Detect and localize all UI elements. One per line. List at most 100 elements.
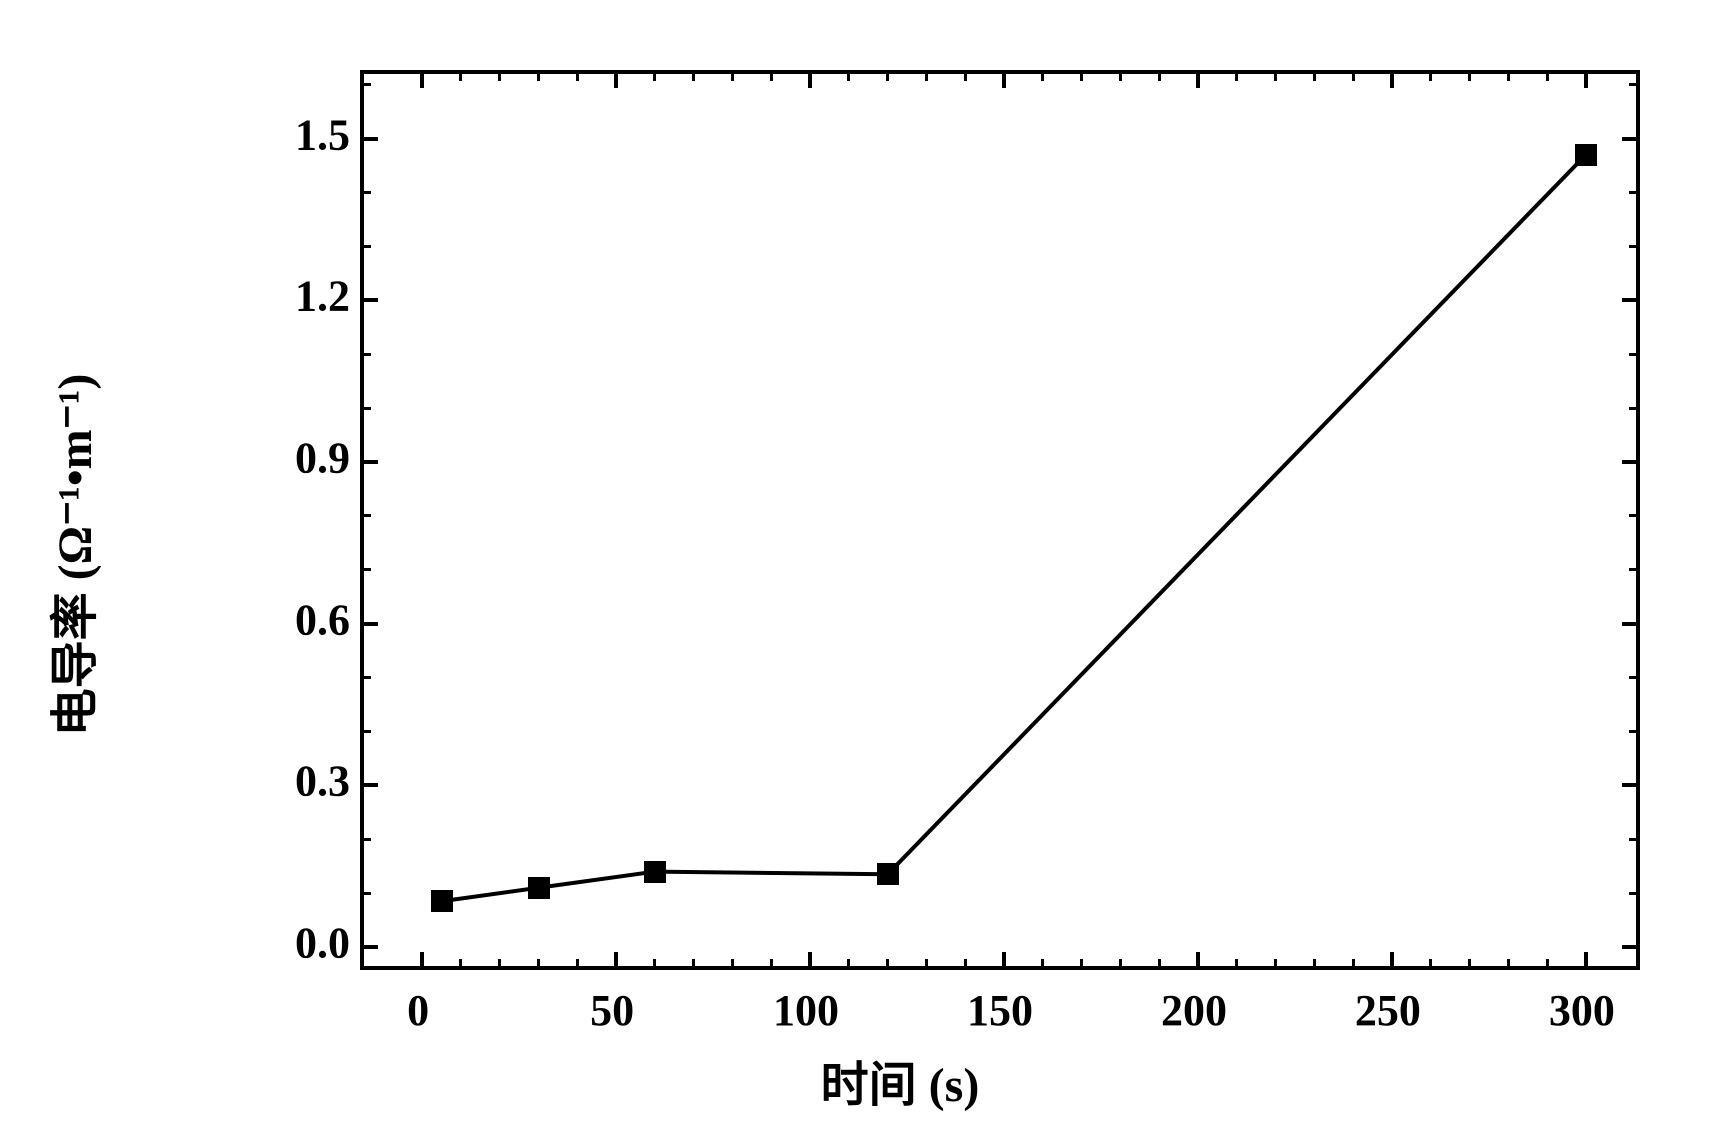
x-tick-minor [1080,959,1083,966]
x-tick-label: 50 [590,985,634,1036]
x-tick-minor-top [1080,74,1083,81]
x-tick-label: 300 [1549,985,1615,1036]
y-tick-major-right [1622,137,1636,141]
y-tick-major-right [1622,622,1636,626]
x-tick-minor [886,959,889,966]
x-tick-minor-top [1313,74,1316,81]
x-tick-minor-top [847,74,850,81]
x-tick-minor-top [576,74,579,81]
y-tick-major [364,945,378,949]
x-tick-major [1390,952,1394,966]
x-tick-minor-top [459,74,462,81]
y-tick-major [364,137,378,141]
y-tick-major [364,622,378,626]
x-tick-minor-top [1546,74,1549,81]
y-tick-minor-right [1629,676,1636,679]
y-tick-minor-right [1629,514,1636,517]
y-tick-major [364,460,378,464]
x-tick-minor [459,959,462,966]
x-tick-minor [1274,959,1277,966]
x-tick-label: 200 [1161,985,1227,1036]
data-polyline [442,155,1586,901]
x-tick-major [1196,952,1200,966]
x-tick-label: 250 [1355,985,1421,1036]
y-tick-major [364,783,378,787]
data-marker [431,890,453,912]
y-tick-minor-right [1629,245,1636,248]
x-tick-label: 0 [407,985,429,1036]
y-tick-minor [364,83,371,86]
x-tick-major [420,952,424,966]
y-tick-minor-right [1629,568,1636,571]
y-tick-minor [364,514,371,517]
chart-container: 0.00.30.60.91.21.5 050100150200250300 电导… [80,40,1680,1110]
y-tick-minor [364,892,371,895]
x-tick-minor [692,959,695,966]
x-tick-major-top [808,74,812,88]
x-tick-minor [1119,959,1122,966]
x-tick-minor-top [1274,74,1277,81]
x-tick-minor-top [964,74,967,81]
x-tick-minor-top [692,74,695,81]
y-tick-minor [364,407,371,410]
x-tick-minor-top [1041,74,1044,81]
y-tick-label: 0.6 [295,594,350,645]
y-tick-major-right [1622,460,1636,464]
x-tick-minor [537,959,540,966]
y-tick-minor-right [1629,730,1636,733]
data-line-svg [364,74,1644,974]
data-marker [1575,144,1597,166]
x-tick-minor-top [1352,74,1355,81]
x-tick-minor-top [498,74,501,81]
x-tick-label: 100 [773,985,839,1036]
x-axis-label: 时间 (s) [821,1045,980,1115]
y-tick-minor-right [1629,83,1636,86]
x-tick-major [614,952,618,966]
x-tick-minor-top [1468,74,1471,81]
x-tick-major-top [1390,74,1394,88]
x-tick-major-top [1196,74,1200,88]
x-tick-minor-top [731,74,734,81]
y-tick-minor [364,245,371,248]
y-tick-minor-right [1629,838,1636,841]
x-tick-major-top [1584,74,1588,88]
y-tick-label: 1.5 [295,109,350,160]
y-tick-major [364,298,378,302]
y-tick-label: 0.0 [295,918,350,969]
y-tick-minor [364,676,371,679]
x-tick-minor [576,959,579,966]
x-tick-label: 150 [967,985,1033,1036]
y-tick-label: 0.3 [295,756,350,807]
x-tick-major-top [420,74,424,88]
x-tick-minor [770,959,773,966]
x-tick-major [1002,952,1006,966]
y-tick-major-right [1622,945,1636,949]
x-tick-major-top [614,74,618,88]
y-tick-minor [364,568,371,571]
x-tick-minor [1352,959,1355,966]
x-tick-minor [1235,959,1238,966]
x-tick-minor-top [770,74,773,81]
x-tick-minor [498,959,501,966]
x-tick-minor-top [1507,74,1510,81]
y-tick-minor-right [1629,892,1636,895]
x-tick-minor [1313,959,1316,966]
y-tick-minor [364,730,371,733]
y-tick-label: 1.2 [295,271,350,322]
x-tick-minor-top [925,74,928,81]
y-tick-minor-right [1629,191,1636,194]
x-tick-minor [1429,959,1432,966]
y-tick-minor [364,191,371,194]
data-marker [528,877,550,899]
x-tick-minor-top [1235,74,1238,81]
x-tick-minor [1507,959,1510,966]
y-tick-label: 0.9 [295,433,350,484]
y-tick-minor [364,838,371,841]
y-axis-label: 电导率 (Ω⁻¹•m⁻¹) [35,374,105,737]
x-tick-minor-top [1119,74,1122,81]
x-tick-major [1584,952,1588,966]
x-tick-minor [847,959,850,966]
x-tick-minor-top [886,74,889,81]
x-tick-minor-top [653,74,656,81]
y-tick-major-right [1622,298,1636,302]
